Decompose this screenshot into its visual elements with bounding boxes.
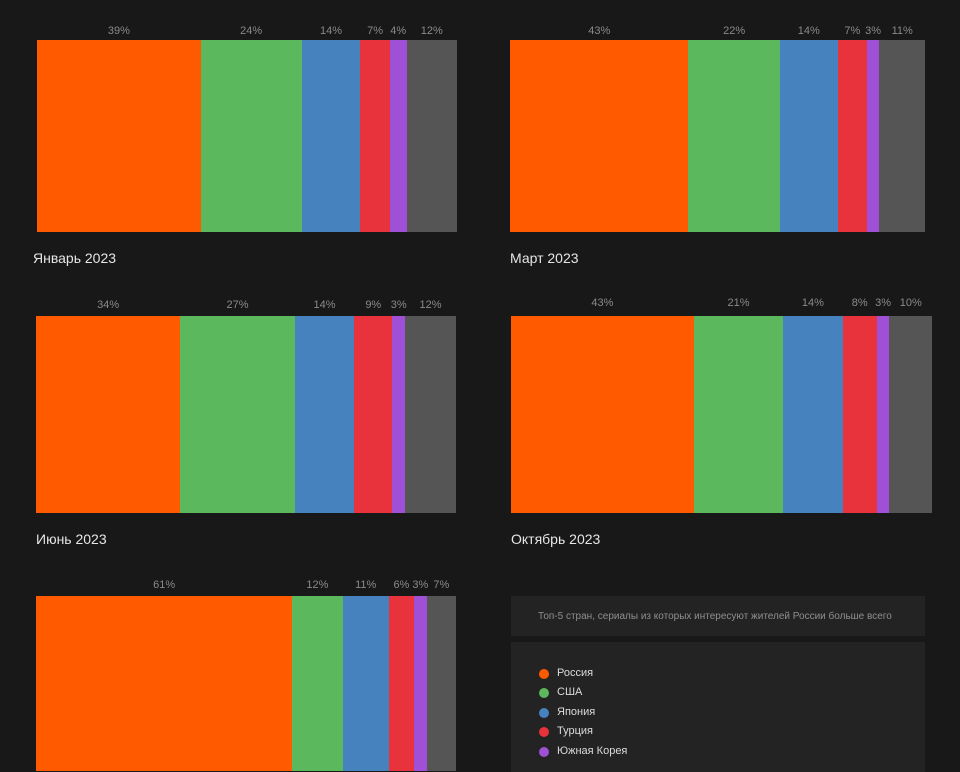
legend-dot-icon (539, 727, 549, 737)
data-label-japan: 14% (797, 25, 820, 37)
bar-segment-usa (688, 40, 780, 232)
bar-segment-south-korea (876, 316, 890, 513)
bar-segment-usa (693, 316, 784, 513)
data-label-other: 10% (899, 297, 922, 309)
legend-dot-icon (539, 747, 549, 757)
bar-segment-other (426, 596, 456, 771)
legend-label: Россия (557, 667, 594, 679)
bar-segment-turkey (360, 40, 390, 232)
bar-segment-other (889, 316, 932, 513)
bar-segment-russia (510, 40, 689, 232)
data-label-russia: 43% (591, 297, 614, 309)
data-label-japan: 14% (801, 297, 824, 309)
bar-segment-turkey (842, 316, 877, 513)
bar-segment-turkey (837, 40, 867, 232)
stacked-bar-oct-2023 (511, 316, 932, 513)
data-label-south-korea: 3% (875, 297, 892, 309)
chart-description: Топ-5 стран, сериалы из которых интересу… (538, 611, 892, 622)
bar-segment-other (405, 316, 456, 513)
percent-labels-oct-2023: 43% 21% 14% 8% 3% 10% (511, 297, 932, 311)
data-label-japan: 14% (319, 25, 343, 37)
bar-segment-russia (36, 316, 181, 513)
bar-segment-japan (342, 596, 389, 771)
stacked-bar-jan-2023 (37, 40, 457, 232)
data-label-other: 7% (433, 579, 450, 591)
data-label-usa: 24% (240, 25, 263, 37)
bar-segment-japan (301, 40, 361, 232)
bar-segment-japan (783, 316, 843, 513)
data-label-russia: 39% (107, 25, 130, 37)
chart-description-box: Топ-5 стран, сериалы из которых интересу… (511, 596, 925, 636)
data-label-usa: 27% (226, 299, 249, 311)
data-label-turkey: 7% (844, 25, 861, 37)
bar-segment-russia (511, 316, 694, 513)
data-label-turkey: 9% (365, 299, 382, 311)
bar-segment-south-korea (414, 596, 427, 771)
percent-labels-jan-2023: 39% 24% 14% 7% 4% 12% (37, 25, 457, 39)
bar-segment-south-korea (866, 40, 880, 232)
percent-labels-mar-2023: 43% 22% 14% 7% 3% 11% (510, 25, 925, 39)
data-label-south-korea: 3% (412, 579, 429, 591)
bar-segment-usa (200, 40, 302, 232)
data-label-other: 11% (891, 25, 913, 37)
bar-segment-south-korea (389, 40, 407, 232)
legend: Россия США Япония Турция Южная Корея (511, 642, 925, 772)
percent-labels-jun-2023: 34% 27% 14% 9% 3% 12% (36, 299, 456, 313)
bar-segment-usa (180, 316, 295, 513)
bar-segment-usa (292, 596, 343, 771)
chart-caption-jan-2023: Январь 2023 (33, 250, 117, 266)
bar-segment-japan (779, 40, 838, 232)
stacked-bar-jun-2023 (36, 316, 456, 513)
legend-label: США (557, 686, 583, 698)
data-label-south-korea: 3% (865, 25, 882, 37)
stacked-bar-5 (36, 596, 456, 771)
bar-segment-russia (36, 596, 293, 771)
data-label-russia: 43% (588, 25, 611, 37)
legend-label: Южная Корея (557, 745, 628, 757)
data-label-japan: 14% (313, 299, 336, 311)
data-label-turkey: 6% (393, 579, 410, 591)
bar-segment-japan (294, 316, 355, 513)
data-label-russia: 61% (153, 579, 176, 591)
chart-caption-mar-2023: Март 2023 (510, 250, 579, 266)
legend-dot-icon (539, 688, 549, 698)
stacked-bar-mar-2023 (510, 40, 925, 232)
data-label-turkey: 8% (851, 297, 868, 309)
data-label-usa: 12% (306, 579, 329, 591)
bar-segment-turkey (354, 316, 393, 513)
legend-dot-icon (539, 669, 549, 679)
data-label-japan: 11% (355, 579, 377, 591)
legend-label: Турция (557, 725, 593, 737)
data-label-usa: 22% (723, 25, 746, 37)
legend-label: Япония (557, 706, 596, 718)
bar-segment-other (879, 40, 925, 232)
chart-caption-jun-2023: Июнь 2023 (36, 531, 107, 547)
data-label-other: 12% (420, 25, 443, 37)
data-label-south-korea: 3% (390, 299, 407, 311)
percent-labels-5: 61% 12% 11% 6% 3% 7% (36, 579, 456, 593)
data-label-turkey: 7% (367, 25, 384, 37)
data-label-other: 12% (419, 299, 442, 311)
bar-segment-other (406, 40, 457, 232)
data-label-russia: 34% (97, 299, 120, 311)
bar-segment-south-korea (392, 316, 406, 513)
bar-segment-russia (37, 40, 201, 232)
bar-segment-turkey (388, 596, 414, 771)
data-label-south-korea: 4% (390, 25, 407, 37)
data-label-usa: 21% (727, 297, 750, 309)
chart-caption-oct-2023: Октябрь 2023 (511, 531, 601, 547)
legend-dot-icon (539, 708, 549, 718)
